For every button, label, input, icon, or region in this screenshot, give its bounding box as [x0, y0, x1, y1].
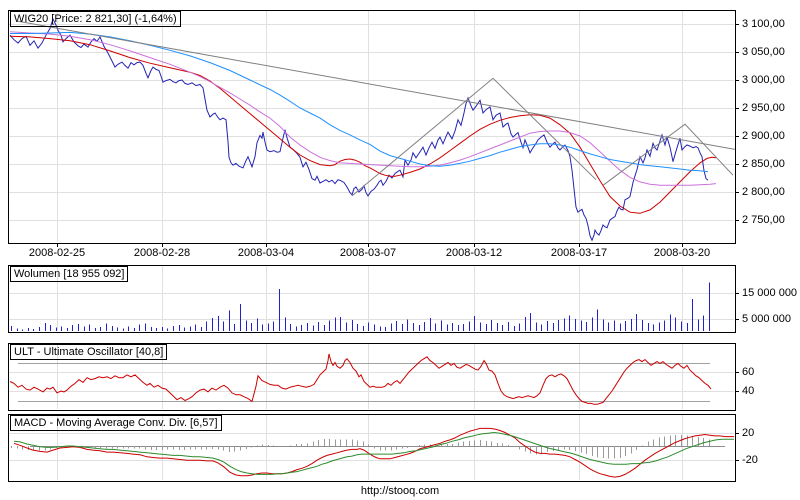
volume-panel-border [8, 265, 736, 333]
price-panel-border [8, 10, 736, 244]
ult-y-axis-label: 40 [742, 385, 755, 397]
price-y-axis-label: 3 000,00 [742, 74, 785, 86]
price-y-axis-label: 2 900,00 [742, 130, 785, 142]
macd-panel-title: MACD - Moving Average Conv. Div. [6,57] [10, 415, 222, 431]
stooq-footer-link[interactable]: http://stooq.com [360, 485, 440, 497]
price-y-axis-label: 2 800,00 [742, 186, 785, 198]
x-axis-date-label: 2008-02-25 [28, 247, 86, 259]
volume-y-axis-label: 15 000 000 [742, 287, 798, 299]
price-y-axis-label: 3 100,00 [742, 18, 785, 30]
volume-panel-title: Wolumen [18 955 092] [10, 266, 129, 282]
x-axis-date-label: 2008-03-12 [445, 247, 503, 259]
price-y-axis-label: 2 750,00 [742, 214, 785, 226]
price-y-axis-label: 3 050,00 [742, 46, 785, 58]
price-title-text: WIG20 [Price: 2 821,30] (-1,64%) [14, 13, 177, 25]
x-axis-date-label: 2008-03-04 [237, 247, 295, 259]
price-panel-title: WIG20 [Price: 2 821,30] (-1,64%) [10, 11, 181, 27]
price-y-axis-label: 2 950,00 [742, 102, 785, 114]
volume-title-text: Wolumen [18 955 092] [14, 268, 125, 280]
x-axis-date-label: 2008-03-20 [653, 247, 711, 259]
ult-title-text: ULT - Ultimate Oscillator [40,8] [14, 346, 164, 358]
ult-y-axis-label: 60 [742, 366, 755, 378]
volume-y-axis-label: 5 000 000 [742, 313, 791, 325]
macd-title-text: MACD - Moving Average Conv. Div. [6,57] [14, 417, 218, 429]
ult-panel-border [8, 343, 736, 411]
x-axis-date-label: 2008-02-28 [133, 247, 191, 259]
x-axis-date-label: 2008-03-17 [550, 247, 608, 259]
macd-y-axis-label: -20 [742, 454, 758, 466]
macd-panel-border [8, 414, 736, 482]
price-y-axis-label: 2 850,00 [742, 158, 785, 170]
macd-y-axis-label: 20 [742, 427, 755, 439]
x-axis-date-label: 2008-03-07 [339, 247, 397, 259]
ult-panel-title: ULT - Ultimate Oscillator [40,8] [10, 344, 168, 360]
